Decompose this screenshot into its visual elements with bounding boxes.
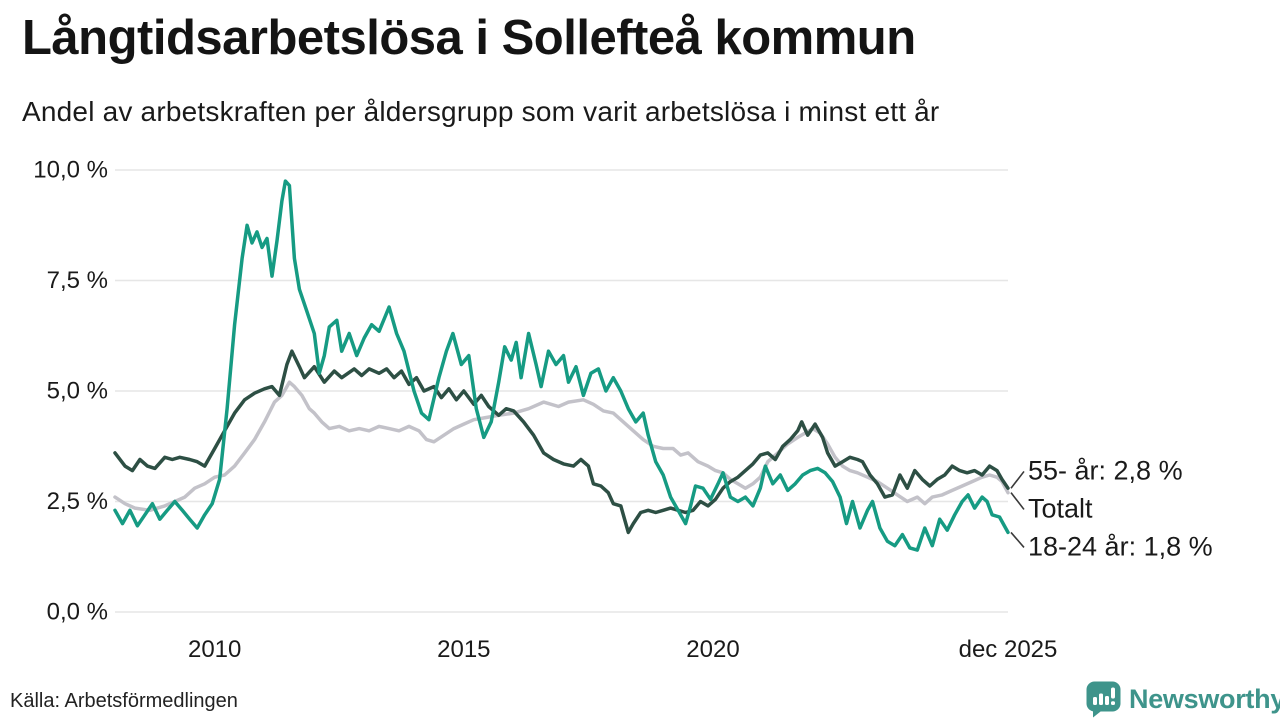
page-title: Långtidsarbetslösa i Sollefteå kommun bbox=[22, 11, 916, 65]
series-line-55-ar bbox=[113, 349, 1010, 535]
newsworthy-logo-icon bbox=[1086, 681, 1121, 718]
x-axis-tick-label: 2020 bbox=[686, 636, 739, 663]
series-end-label-totalt: Totalt bbox=[1028, 493, 1093, 524]
series-line-totalt bbox=[113, 380, 1010, 513]
label-connector-totalt bbox=[1010, 492, 1025, 510]
newsworthy-brand: Newsworthy bbox=[1085, 680, 1280, 718]
series-end-label-18-24-ar: 18-24 år: 1,8 % bbox=[1028, 531, 1213, 562]
source-label: Källa: Arbetsförmedlingen bbox=[10, 690, 238, 712]
label-connector-18-24-ar bbox=[1010, 531, 1025, 548]
y-axis-tick-label: 5,0 % bbox=[47, 378, 108, 405]
brand-name: Newsworthy bbox=[1129, 683, 1280, 714]
x-axis-tick-label: 2015 bbox=[437, 636, 490, 663]
chart-subtitle: Andel av arbetskraften per åldersgrupp s… bbox=[22, 96, 940, 127]
series-line-18-24-ar bbox=[113, 179, 1010, 552]
label-connector-55-ar bbox=[1010, 470, 1025, 489]
y-axis-tick-label: 7,5 % bbox=[47, 267, 108, 294]
x-axis-tick-label: 2010 bbox=[188, 636, 241, 663]
series-end-label-55-ar: 55- år: 2,8 % bbox=[1028, 455, 1183, 486]
y-axis-tick-label: 0,0 % bbox=[47, 599, 108, 626]
y-axis-tick-label: 2,5 % bbox=[47, 488, 108, 515]
x-axis-tick-label: dec 2025 bbox=[959, 636, 1058, 663]
y-axis-tick-label: 10,0 % bbox=[33, 157, 108, 184]
